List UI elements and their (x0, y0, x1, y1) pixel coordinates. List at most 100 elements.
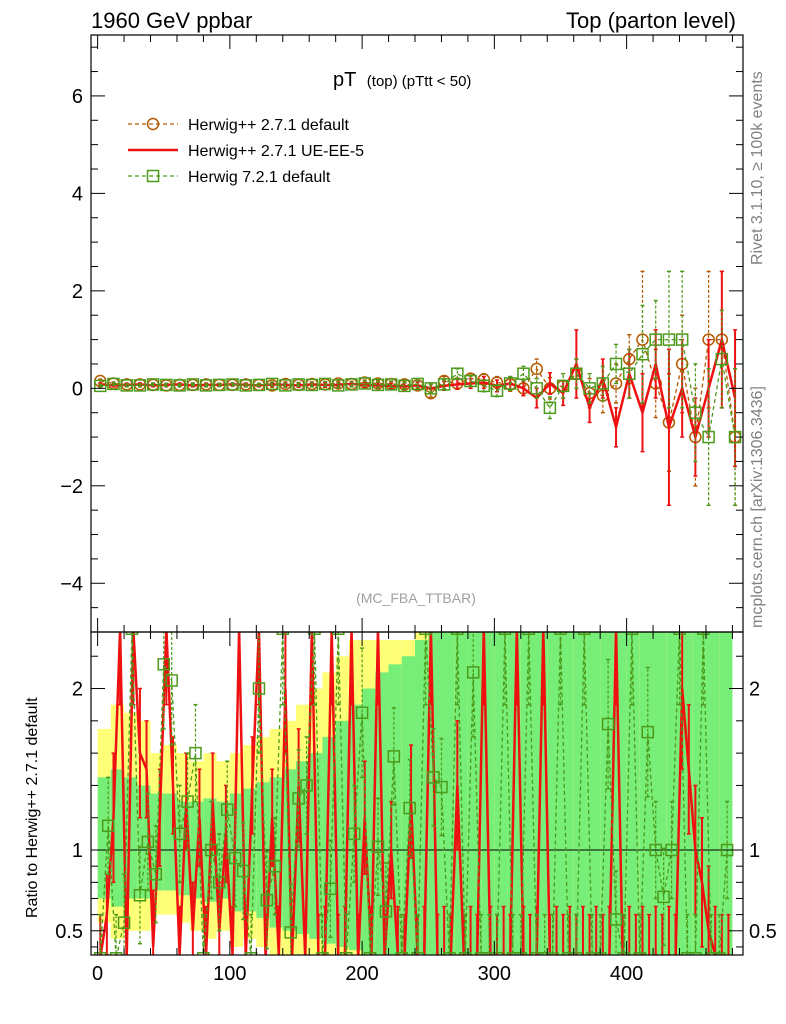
ratio-herwig7-point-58 (554, 632, 567, 636)
ratio-ytick-label-2: 2 (72, 679, 83, 701)
plot-title-main: pT (333, 69, 356, 91)
main-herwig7-point-31 (503, 377, 517, 390)
ratio-herwig7-point-29 (324, 882, 337, 896)
main-herwig7-point-1 (107, 377, 120, 391)
ratio-herwig7-point-18 (236, 864, 250, 878)
ratio-herwig7-point-5 (133, 888, 147, 902)
side-text-rivet: Rivet 3.1.10, ≥ 100k events (749, 71, 766, 265)
main-herwig7-point-24 (411, 377, 424, 391)
main-herwig7-point-35 (556, 379, 570, 393)
ratio-herwig7-point-12 (189, 746, 202, 760)
main-ytick-label-1: −2 (60, 476, 83, 498)
ratio-herwig7-point-26 (300, 779, 313, 792)
ratio-herwig7-point-2 (109, 951, 123, 955)
band-green-0 (97, 777, 111, 899)
main-herwig7-point-28 (464, 374, 477, 388)
ratio-herwig7-point-27 (308, 632, 321, 636)
ratio-herwig7-point-36 (379, 905, 393, 918)
ratio-herwig7-point-3 (117, 916, 131, 929)
main-herwig7-point-27 (451, 367, 464, 380)
band-green-47 (719, 632, 733, 955)
ratio-xtick-label-3: 300 (478, 963, 511, 985)
ratio-herwig7-point-49 (482, 951, 496, 955)
main-herwig7-point-39 (609, 357, 623, 371)
ratio-herwig7-point-22 (268, 859, 282, 873)
main-herwig7-point-26 (437, 378, 451, 391)
ratio-herwig7-point-32 (347, 827, 361, 841)
main-herwig7-point-12 (252, 378, 266, 392)
main-herwig7-point-41 (636, 347, 649, 361)
ratio-herwig7-point-57 (546, 951, 559, 955)
main-ytick-label-0: −4 (60, 573, 83, 595)
ratio-herwig7-point-8 (157, 658, 170, 671)
main-herwig7-point-46 (702, 430, 715, 444)
ratio-herwig7-point-0 (94, 951, 107, 955)
main-series-layer (94, 270, 742, 507)
ratio-herwig7-point-1 (101, 819, 115, 833)
band-green-36 (573, 632, 587, 955)
ratio-herwig7-point-65 (609, 913, 623, 926)
band-green-26 (441, 632, 455, 955)
ratio-xtick-label-4: 400 (610, 963, 643, 985)
main-herwig7-point-22 (384, 378, 398, 391)
ratio-herwig7-point-15 (213, 876, 226, 889)
ratio-herwig7-point-28 (316, 951, 329, 955)
main-herwig7-point-30 (490, 384, 504, 398)
main-herwig7-point-16 (305, 378, 319, 392)
ratio-herwig7-point-64 (601, 717, 615, 731)
ratio-herwig7-point-74 (681, 951, 694, 955)
main-herwig7-point-10 (226, 378, 239, 391)
main-herwig7-point-29 (477, 379, 491, 393)
ratio-herwig7-point-59 (562, 951, 575, 955)
main-herwig-default-point-33 (530, 362, 543, 376)
legend: Herwig++ 2.7.1 default Herwig++ 2.7.1 UE… (128, 117, 364, 186)
side-text-mcplots: mcplots.cern.ch [arXiv:1306.3436] (749, 386, 766, 628)
ratio-ytick-label-right-1: 1 (749, 840, 760, 862)
ratio-herwig7-point-78 (712, 951, 726, 955)
ratio-herwig7-point-56 (538, 951, 551, 955)
legend-label-herwig7: Herwig 7.2.1 default (188, 169, 331, 186)
header-left-title: 1960 GeV ppbar (91, 8, 252, 33)
ratio-herwig7-point-50 (490, 951, 504, 955)
legend-label-herwig-default: Herwig++ 2.7.1 default (188, 117, 350, 134)
main-ytick-label-5: 6 (72, 86, 83, 108)
ratio-herwig7-point-24 (284, 926, 297, 939)
ratio-herwig7-point-33 (355, 706, 369, 719)
main-ytick-label-3: 2 (72, 281, 83, 303)
band-green-43 (666, 632, 680, 955)
main-herwig7-point-38 (596, 377, 610, 390)
band-green-35 (560, 632, 574, 955)
main-herwig7-point-23 (398, 379, 411, 393)
main-herwig7-point-6 (173, 379, 186, 392)
band-green-23 (401, 656, 416, 955)
axes-layer: −4 −2 0 2 4 6 0 100 200 300 400 0.5 0.5 1 1 2 2 (55, 34, 777, 985)
legend-marker-circle (146, 117, 160, 131)
ratio-herwig7-point-69 (641, 725, 655, 739)
watermark: (MC_FBA_TTBAR) (356, 590, 476, 606)
ratio-herwig7-point-67 (625, 632, 639, 636)
ratio-xtick-label-0: 0 (92, 963, 103, 985)
ratio-ytick-label-right-0: 0.5 (749, 921, 777, 943)
main-herwig7-point-5 (160, 378, 173, 392)
ratio-herwig7-point-31 (339, 951, 353, 955)
main-herwig7-point-11 (239, 379, 252, 392)
main-herwig7-point-43 (662, 333, 676, 346)
ratio-herwig7-point-66 (617, 951, 631, 955)
main-herwig7-point-32 (517, 367, 530, 380)
main-ytick-label-4: 4 (72, 183, 83, 205)
ratio-herwig7-point-4 (125, 632, 139, 636)
ratio-xtick-label-1: 100 (213, 963, 246, 985)
ratio-herwig7-point-60 (570, 951, 583, 955)
main-herwig7-point-19 (345, 378, 358, 391)
legend-entry-herwig-default: Herwig++ 2.7.1 default (128, 117, 350, 134)
plot-title-sub: (top) (pTtt < 50) (367, 73, 472, 90)
ratio-herwig7-point-46 (459, 951, 472, 955)
main-herwig7-point-44 (675, 333, 689, 346)
ratio-herwig7-point-70 (649, 843, 662, 857)
ratio-herwig7-point-43 (435, 780, 448, 794)
main-herwig7-point-33 (530, 382, 543, 395)
ratio-herwig7-point-40 (411, 951, 424, 955)
ratio-herwig7-point-6 (141, 835, 155, 849)
ratio-herwig7-point-9 (165, 674, 178, 687)
ratio-ytick-label-0: 0.5 (55, 921, 83, 943)
